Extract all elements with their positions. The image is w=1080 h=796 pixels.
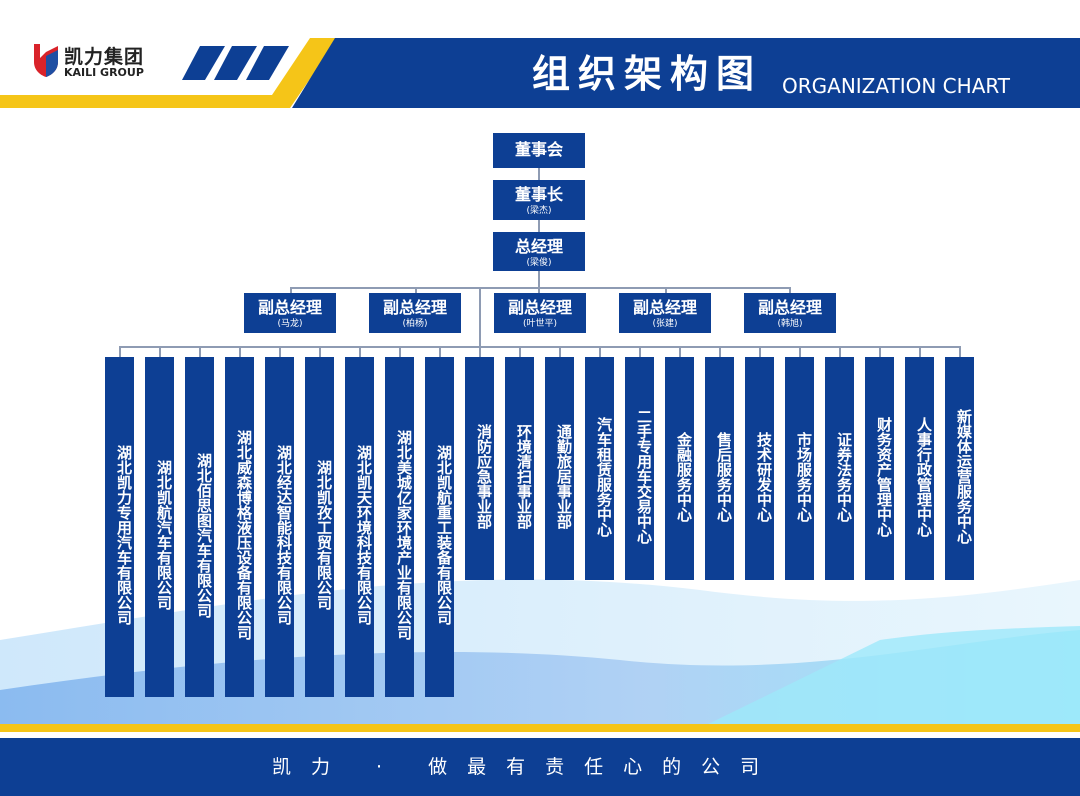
connector [479, 287, 481, 357]
vice-manager-box: 副总经理 (韩旭) [744, 293, 836, 333]
footer-yellow-stripe [0, 724, 1080, 732]
connector [159, 346, 161, 357]
vice-manager-name: (张建) [652, 319, 678, 329]
department-column: 市场服务中心 [785, 357, 814, 580]
subsidiary-column: 湖北凯航重工装备有限公司 [425, 357, 454, 697]
department-column: 消防应急事业部 [465, 357, 494, 580]
connector [879, 346, 881, 357]
department-column: 环境清扫事业部 [505, 357, 534, 580]
connector [679, 346, 681, 357]
vice-manager-title: 副总经理 [632, 298, 697, 317]
department-column: 技术研发中心 [745, 357, 774, 580]
subsidiary-column: 湖北凯力专用汽车有限公司 [105, 357, 134, 697]
page-title: 组织架构图 [532, 52, 763, 96]
connector [538, 168, 540, 180]
vice-manager-box: 副总经理 (柏杨) [369, 293, 461, 333]
connector [399, 346, 401, 357]
vice-manager-title: 副总经理 [757, 298, 822, 317]
header: 凯力集团 KAILI GROUP 组织架构图 ORGANIZATION CHAR… [0, 0, 1080, 115]
vice-manager-name: (柏杨) [402, 319, 428, 329]
subsidiary-column: 湖北凯航汽车有限公司 [145, 357, 174, 697]
connector [839, 346, 841, 357]
department-column: 二手专用车交易中心 [625, 357, 654, 580]
subsidiary-column: 湖北佰思图汽车有限公司 [185, 357, 214, 697]
chairman-title: 董事长 [514, 185, 563, 204]
vice-manager-name: (叶世平) [522, 319, 558, 329]
connector [538, 220, 540, 232]
connector [599, 346, 601, 357]
general-manager-title: 总经理 [514, 237, 563, 256]
board-box: 董事会 [493, 133, 585, 168]
logo-text-en: KAILI GROUP [64, 66, 144, 79]
connector [359, 346, 361, 357]
connector [639, 346, 641, 357]
vice-manager-title: 副总经理 [382, 298, 447, 317]
department-column: 通勤旅居事业部 [545, 357, 574, 580]
department-column: 人事行政管理中心 [905, 357, 934, 580]
connector [538, 271, 540, 293]
connector [290, 287, 292, 293]
connector [119, 346, 121, 357]
board-title: 董事会 [514, 140, 563, 159]
footer-slogan: 凯力 · 做最有责任心的公司 [272, 756, 780, 778]
connector [759, 346, 761, 357]
connector [199, 346, 201, 357]
department-column: 新媒体运营服务中心 [945, 357, 974, 580]
connector [559, 346, 561, 357]
logo-text-cn: 凯力集团 [64, 46, 145, 68]
connector [959, 346, 961, 357]
connector [789, 287, 791, 293]
footer: 凯力 · 做最有责任心的公司 [0, 738, 1080, 796]
connector [415, 287, 417, 293]
connector [799, 346, 801, 357]
department-column: 证券法务中心 [825, 357, 854, 580]
vice-manager-title: 副总经理 [507, 298, 572, 317]
subsidiary-column: 湖北美城亿家环境产业有限公司 [385, 357, 414, 697]
subsidiary-column: 湖北凯孜工贸有限公司 [305, 357, 334, 697]
connector [290, 287, 790, 289]
vice-manager-name: (马龙) [277, 319, 303, 329]
vice-manager-box: 副总经理 (张建) [619, 293, 711, 333]
department-column: 售后服务中心 [705, 357, 734, 580]
connector [919, 346, 921, 357]
department-column: 财务资产管理中心 [865, 357, 894, 580]
chairman-box: 董事长 (梁杰) [493, 180, 585, 220]
page-title-en: ORGANIZATION CHART [782, 74, 1011, 98]
kaili-logo-icon [34, 44, 58, 77]
connector [479, 346, 481, 357]
chairman-name: (梁杰) [526, 206, 552, 216]
department-column: 汽车租赁服务中心 [585, 357, 614, 580]
connector [719, 346, 721, 357]
connector [119, 346, 961, 348]
header-stripes [0, 38, 1080, 108]
general-manager-box: 总经理 (梁俊) [493, 232, 585, 271]
connector [239, 346, 241, 357]
vice-manager-name: (韩旭) [777, 319, 803, 329]
connector [519, 346, 521, 357]
connector [319, 346, 321, 357]
subsidiary-column: 湖北经达智能科技有限公司 [265, 357, 294, 697]
department-column: 金融服务中心 [665, 357, 694, 580]
general-manager-name: (梁俊) [526, 258, 552, 268]
subsidiary-column: 湖北威森博格液压设备有限公司 [225, 357, 254, 697]
vice-manager-title: 副总经理 [257, 298, 322, 317]
connector [439, 346, 441, 357]
vice-manager-box: 副总经理 (叶世平) [494, 293, 586, 333]
vice-manager-box: 副总经理 (马龙) [244, 293, 336, 333]
connector [665, 287, 667, 293]
subsidiary-column: 湖北凯天环境科技有限公司 [345, 357, 374, 697]
connector [279, 346, 281, 357]
